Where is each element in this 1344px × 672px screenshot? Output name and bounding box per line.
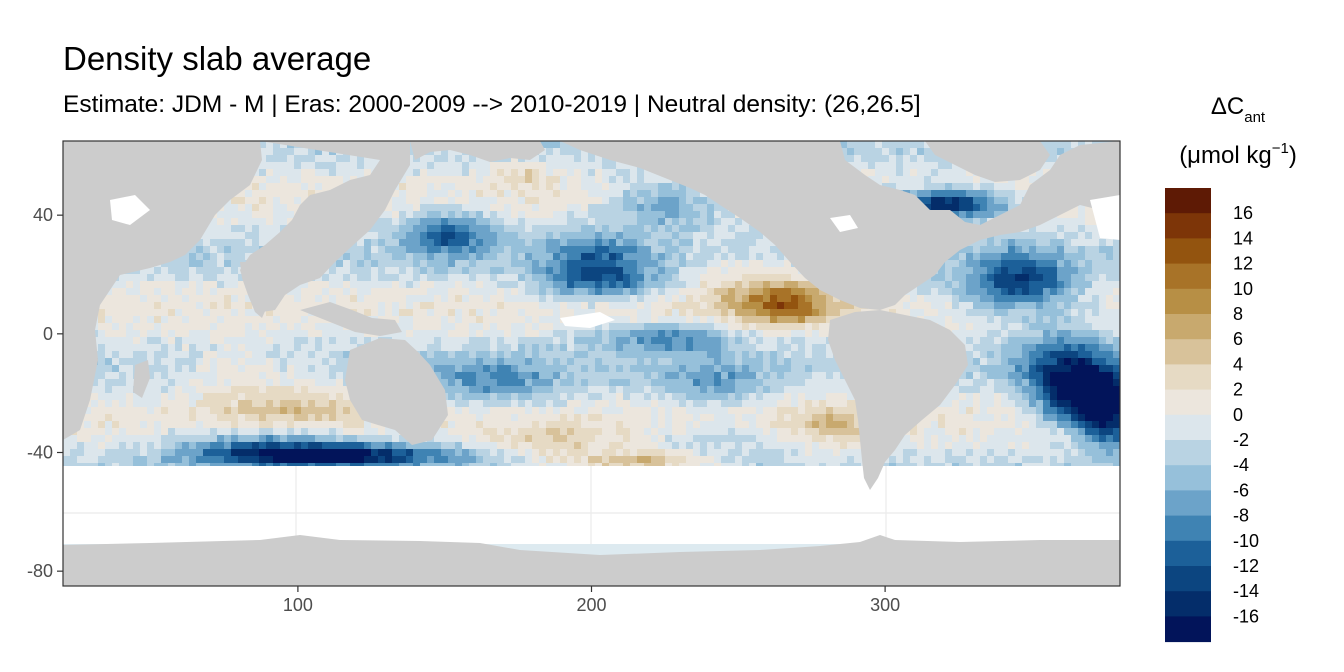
legend-unit: (μmol kg−1)	[1179, 140, 1297, 169]
legend-label: 14	[1233, 228, 1253, 248]
no-data-patches	[110, 195, 1120, 328]
greenland-landmass	[925, 141, 1050, 182]
legend-label: -12	[1233, 556, 1259, 576]
legend-label: 10	[1233, 279, 1253, 299]
legend-label: 16	[1233, 203, 1253, 223]
x-axis-labels: 100 200 300	[283, 595, 900, 615]
legend-label: -4	[1233, 455, 1249, 475]
legend-swatch	[1165, 314, 1211, 340]
y-axis-labels: 40 0 -40 -80	[27, 205, 53, 581]
south-america-landmass	[828, 310, 968, 490]
axis-ticks	[57, 214, 886, 592]
legend-label: -10	[1233, 531, 1259, 551]
australia-landmass	[345, 338, 448, 445]
indonesia-landmass	[300, 302, 402, 336]
y-tick-label: 40	[33, 205, 53, 225]
chart-subtitle: Estimate: JDM - M | Eras: 2000-2009 --> …	[63, 91, 921, 118]
legend-swatch	[1165, 515, 1211, 542]
antarctica-landmass	[63, 535, 1120, 586]
gridlines	[63, 466, 1120, 544]
x-tick-label: 300	[870, 595, 900, 615]
legend-swatch	[1165, 213, 1211, 239]
legend-label: -16	[1233, 606, 1259, 626]
x-tick-label: 200	[576, 595, 606, 615]
legend-label: 0	[1233, 405, 1243, 425]
legend-swatch	[1165, 616, 1211, 643]
chart-title: Density slab average	[63, 40, 372, 77]
legend-label: -6	[1233, 480, 1249, 500]
legend: ΔCant (μmol kg−1) 16 14 12 10 8 6 4 2 0 -2 -4 -6 -8 -…	[1165, 93, 1297, 643]
legend-swatch	[1165, 465, 1211, 491]
legend-swatch	[1165, 288, 1211, 315]
legend-title: ΔCant	[1211, 93, 1266, 126]
legend-swatch	[1165, 364, 1211, 391]
legend-swatch	[1165, 188, 1211, 214]
legend-label: 8	[1233, 304, 1243, 324]
madagascar-landmass	[133, 360, 150, 398]
bering-landmass	[410, 141, 545, 162]
eurasia-landmass	[240, 141, 410, 312]
legend-swatch	[1165, 540, 1211, 567]
legend-label: -14	[1233, 581, 1259, 601]
legend-swatch	[1165, 414, 1211, 441]
legend-swatch	[1165, 339, 1211, 365]
legend-label: 6	[1233, 329, 1243, 349]
india-landmass	[240, 262, 270, 318]
legend-label: 4	[1233, 354, 1243, 374]
legend-swatch	[1165, 566, 1211, 592]
legend-swatch	[1165, 591, 1211, 617]
legend-swatch	[1165, 440, 1211, 466]
legend-label: -2	[1233, 430, 1249, 450]
legend-swatch	[1165, 263, 1211, 290]
y-tick-label: -40	[27, 443, 53, 463]
y-tick-label: 0	[43, 324, 53, 344]
legend-swatch	[1165, 389, 1211, 416]
y-tick-label: -80	[27, 561, 53, 581]
legend-swatch	[1165, 490, 1211, 517]
legend-label: 2	[1233, 380, 1243, 400]
legend-swatch	[1165, 238, 1211, 265]
legend-label: -8	[1233, 506, 1249, 526]
x-tick-label: 100	[283, 595, 313, 615]
legend-label: 12	[1233, 254, 1253, 274]
